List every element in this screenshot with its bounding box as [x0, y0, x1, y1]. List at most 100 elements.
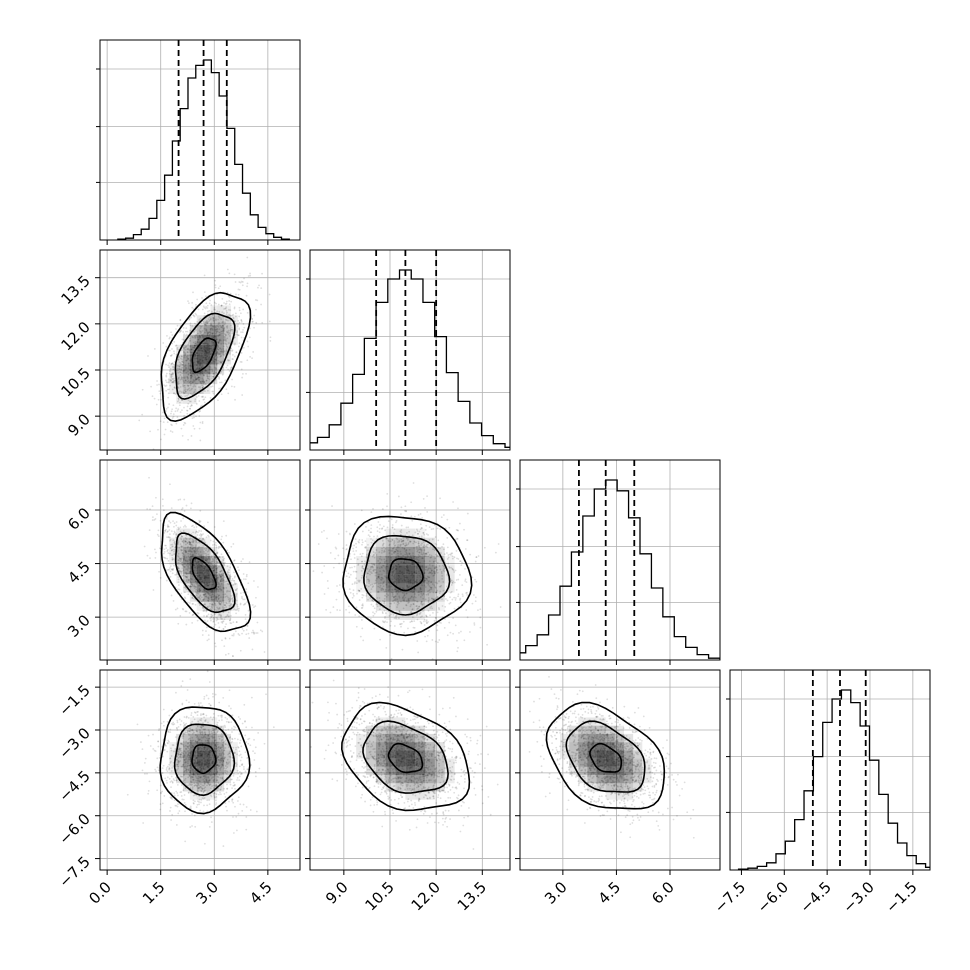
sample-point [389, 540, 392, 543]
sample-point [183, 549, 186, 552]
sample-point [384, 575, 386, 578]
sample-point [206, 592, 209, 595]
sample-point [189, 771, 192, 774]
sample-point [464, 548, 467, 550]
sample-point [186, 565, 189, 568]
sample-point [450, 590, 453, 593]
sample-point [245, 741, 248, 743]
sample-point [380, 573, 383, 576]
sample-point [151, 519, 154, 521]
density-cell [217, 592, 225, 602]
sample-point [220, 580, 222, 582]
sample-point [174, 344, 177, 347]
sample-point [191, 748, 194, 751]
sample-point [181, 349, 183, 351]
density-cell [203, 565, 211, 575]
sample-point [187, 374, 190, 376]
sample-point [441, 545, 443, 548]
sample-point [154, 518, 157, 520]
sample-point [229, 619, 231, 622]
sample-point [453, 596, 456, 599]
sample-point [242, 803, 245, 806]
sample-point [465, 592, 468, 594]
sample-point [184, 365, 186, 368]
sample-point [443, 570, 446, 573]
sample-point [251, 317, 254, 320]
sample-point [215, 567, 218, 570]
sample-point [393, 545, 396, 547]
sample-point [163, 548, 166, 551]
sample-point [173, 541, 176, 544]
sample-point [246, 624, 248, 627]
sample-point [189, 392, 192, 395]
sample-point [187, 393, 190, 396]
sample-point [200, 331, 203, 334]
sample-point [207, 548, 210, 551]
sample-point [391, 539, 394, 541]
sample-point [187, 552, 190, 555]
sample-point [206, 304, 209, 307]
sample-point [405, 548, 408, 551]
sample-point [186, 567, 189, 570]
sample-point [209, 704, 212, 707]
sample-point [190, 583, 193, 586]
sample-point [363, 563, 366, 566]
sample-point [178, 588, 181, 591]
sample-point [426, 634, 429, 637]
sample-point [180, 377, 183, 380]
sample-point [182, 559, 185, 562]
sample-point [184, 536, 187, 539]
sample-point [177, 765, 180, 768]
sample-point [205, 369, 207, 372]
density-cell [176, 394, 183, 404]
sample-point [193, 390, 196, 393]
sample-point [195, 591, 198, 594]
sample-point [189, 542, 191, 544]
sample-point [423, 546, 425, 548]
sample-point [342, 557, 345, 560]
sample-point [184, 364, 187, 367]
sample-point [189, 543, 191, 546]
sample-point [421, 553, 424, 556]
sample-point [234, 336, 236, 339]
sample-point [466, 539, 469, 542]
sample-point [396, 538, 399, 541]
panel-2-0: 3.04.56.0 [64, 459, 301, 665]
sample-point [392, 599, 395, 602]
sample-point [229, 575, 232, 578]
sample-point [205, 595, 208, 598]
sample-point [169, 370, 171, 372]
sample-point [361, 566, 364, 569]
sample-point [390, 602, 392, 605]
sample-point [217, 586, 220, 588]
sample-point [229, 292, 232, 295]
sample-point [455, 550, 458, 552]
sample-point [238, 327, 241, 330]
sample-point [231, 655, 234, 657]
sample-point [428, 539, 431, 541]
sample-point [207, 534, 210, 537]
sample-point [180, 538, 183, 541]
density-cell [395, 528, 406, 538]
sample-point [321, 571, 323, 574]
sample-point [225, 300, 228, 303]
sample-point [474, 578, 476, 581]
sample-point [167, 392, 170, 395]
sample-point [432, 598, 435, 601]
sample-point [187, 562, 189, 565]
sample-point [179, 401, 181, 404]
sample-point [202, 342, 204, 345]
density-cell [183, 374, 190, 385]
density-cell [224, 334, 231, 345]
sample-point [206, 799, 209, 802]
sample-point [241, 809, 244, 812]
sample-point [189, 541, 192, 544]
sample-point [202, 333, 205, 336]
sample-point [188, 387, 191, 390]
sample-point [207, 638, 210, 641]
sample-point [196, 592, 198, 595]
sample-point [195, 588, 198, 591]
sample-point [245, 573, 248, 576]
sample-point [186, 575, 189, 578]
sample-point [216, 617, 219, 619]
